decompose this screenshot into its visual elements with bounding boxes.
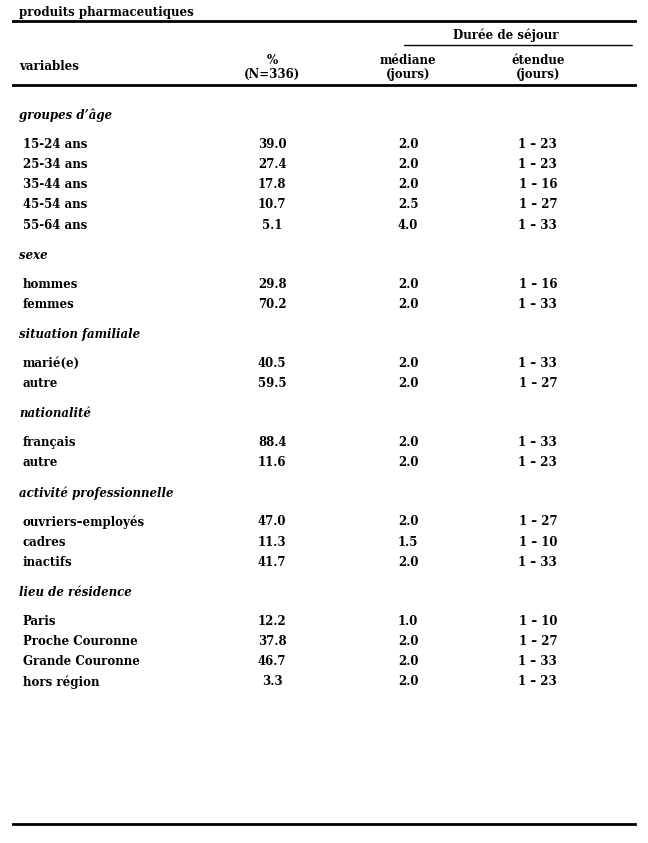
Text: 1.0: 1.0 <box>398 615 419 628</box>
Text: 2.0: 2.0 <box>398 655 419 668</box>
Text: 1.5: 1.5 <box>398 535 419 549</box>
Text: 2.0: 2.0 <box>398 277 419 291</box>
Text: 45-54 ans: 45-54 ans <box>23 198 87 212</box>
Text: hommes: hommes <box>23 277 78 291</box>
Text: 2.0: 2.0 <box>398 137 419 151</box>
Text: 2.0: 2.0 <box>398 556 419 569</box>
Text: 1 – 33: 1 – 33 <box>518 218 557 232</box>
Text: autre: autre <box>23 456 58 470</box>
Text: 2.0: 2.0 <box>398 675 419 689</box>
Text: 11.6: 11.6 <box>258 456 286 470</box>
Text: 37.8: 37.8 <box>258 635 286 648</box>
Text: %: % <box>266 54 278 67</box>
Text: (jours): (jours) <box>516 67 560 81</box>
Text: marié(e): marié(e) <box>23 357 80 370</box>
Text: 1 – 23: 1 – 23 <box>518 137 557 151</box>
Text: 1 – 10: 1 – 10 <box>518 535 557 549</box>
Text: 1 – 27: 1 – 27 <box>518 635 557 648</box>
Text: 1 – 33: 1 – 33 <box>518 298 557 311</box>
Text: 17.8: 17.8 <box>258 178 286 191</box>
Text: 1 – 10: 1 – 10 <box>518 615 557 628</box>
Text: cadres: cadres <box>23 535 66 549</box>
Text: Proche Couronne: Proche Couronne <box>23 635 137 648</box>
Text: français: français <box>23 436 76 449</box>
Text: 59.5: 59.5 <box>258 377 286 390</box>
Text: 2.0: 2.0 <box>398 377 419 390</box>
Text: 1 – 27: 1 – 27 <box>518 377 557 390</box>
Text: nationalité: nationalité <box>19 407 91 421</box>
Text: 4.0: 4.0 <box>398 218 419 232</box>
Text: 5.1: 5.1 <box>262 218 283 232</box>
Text: ouvriers–employés: ouvriers–employés <box>23 515 145 529</box>
Text: (N=336): (N=336) <box>244 67 300 81</box>
Text: sexe: sexe <box>19 249 48 262</box>
Text: hors région: hors région <box>23 675 99 689</box>
Text: situation familiale: situation familiale <box>19 328 141 341</box>
Text: 2.0: 2.0 <box>398 635 419 648</box>
Text: étendue: étendue <box>511 54 564 67</box>
Text: 29.8: 29.8 <box>258 277 286 291</box>
Text: 1 – 33: 1 – 33 <box>518 556 557 569</box>
Text: 1 – 33: 1 – 33 <box>518 357 557 370</box>
Text: 2.0: 2.0 <box>398 298 419 311</box>
Text: 47.0: 47.0 <box>258 515 286 529</box>
Text: 35-44 ans: 35-44 ans <box>23 178 87 191</box>
Text: 15-24 ans: 15-24 ans <box>23 137 87 151</box>
Text: 3.3: 3.3 <box>262 675 283 689</box>
Text: variables: variables <box>19 60 79 73</box>
Text: 27.4: 27.4 <box>258 158 286 171</box>
Text: produits pharmaceutiques: produits pharmaceutiques <box>19 6 194 19</box>
Text: inactifs: inactifs <box>23 556 73 569</box>
Text: 46.7: 46.7 <box>258 655 286 668</box>
Text: 1 – 27: 1 – 27 <box>518 198 557 212</box>
Text: 2.0: 2.0 <box>398 178 419 191</box>
Text: autre: autre <box>23 377 58 390</box>
Text: 2.0: 2.0 <box>398 158 419 171</box>
Text: 1 – 23: 1 – 23 <box>518 675 557 689</box>
Text: Durée de séjour: Durée de séjour <box>453 29 558 42</box>
Text: Paris: Paris <box>23 615 56 628</box>
Text: 10.7: 10.7 <box>258 198 286 212</box>
Text: 11.3: 11.3 <box>258 535 286 549</box>
Text: 55-64 ans: 55-64 ans <box>23 218 87 232</box>
Text: 40.5: 40.5 <box>258 357 286 370</box>
Text: 88.4: 88.4 <box>258 436 286 449</box>
Text: 1 – 27: 1 – 27 <box>518 515 557 529</box>
Text: groupes d’âge: groupes d’âge <box>19 109 113 122</box>
Text: 39.0: 39.0 <box>258 137 286 151</box>
Text: 25-34 ans: 25-34 ans <box>23 158 87 171</box>
Text: 1 – 33: 1 – 33 <box>518 436 557 449</box>
Text: 41.7: 41.7 <box>258 556 286 569</box>
Text: 1 – 16: 1 – 16 <box>518 277 557 291</box>
Text: Grande Couronne: Grande Couronne <box>23 655 139 668</box>
Text: 1 – 16: 1 – 16 <box>518 178 557 191</box>
Text: (jours): (jours) <box>386 67 430 81</box>
Text: 1 – 23: 1 – 23 <box>518 456 557 470</box>
Text: 12.2: 12.2 <box>258 615 286 628</box>
Text: 2.0: 2.0 <box>398 456 419 470</box>
Text: 2.5: 2.5 <box>398 198 419 212</box>
Text: 70.2: 70.2 <box>258 298 286 311</box>
Text: 2.0: 2.0 <box>398 515 419 529</box>
Text: lieu de résidence: lieu de résidence <box>19 586 132 599</box>
Text: femmes: femmes <box>23 298 75 311</box>
Text: 1 – 33: 1 – 33 <box>518 655 557 668</box>
Text: médiane: médiane <box>380 54 437 67</box>
Text: activité professionnelle: activité professionnelle <box>19 486 174 500</box>
Text: 1 – 23: 1 – 23 <box>518 158 557 171</box>
Text: 2.0: 2.0 <box>398 436 419 449</box>
Text: 2.0: 2.0 <box>398 357 419 370</box>
